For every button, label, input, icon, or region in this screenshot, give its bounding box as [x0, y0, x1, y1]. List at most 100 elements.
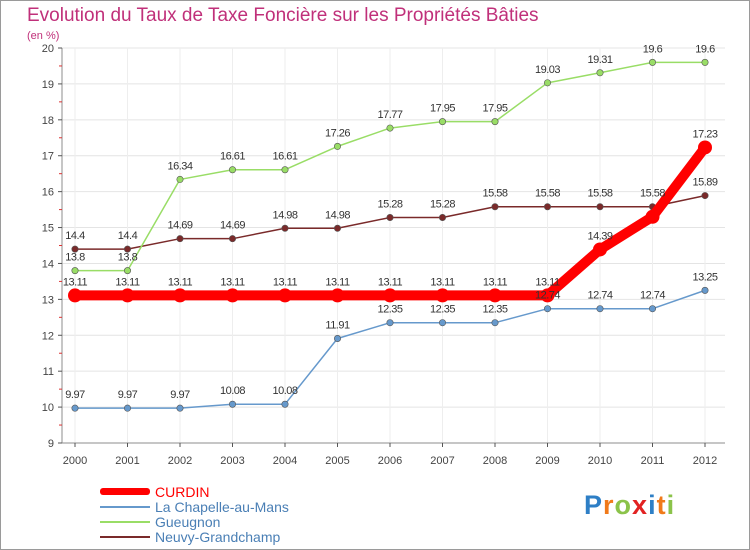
data-label: 9.97 [65, 389, 85, 401]
data-label: 13.11 [168, 276, 193, 288]
y-tick-label: 10 [42, 402, 54, 414]
logo-letter: P [584, 490, 604, 520]
data-point [488, 288, 502, 303]
data-point [438, 213, 446, 221]
x-tick-label: 2012 [693, 455, 717, 467]
legend-label-gueugnon: Gueugnon [155, 514, 221, 530]
data-point [124, 404, 132, 412]
x-tick-label: 2011 [641, 455, 665, 467]
data-point [120, 288, 135, 303]
data-label: 19.6 [695, 43, 715, 55]
y-tick-label: 12 [42, 330, 54, 342]
data-point [596, 305, 604, 313]
legend-swatch-la-chapelle-au-mans [100, 506, 150, 508]
x-tick-label: 2004 [273, 455, 297, 467]
data-point [491, 118, 499, 126]
data-point [173, 288, 187, 303]
data-label: 12.74 [535, 290, 560, 302]
data-label: 17.95 [430, 103, 455, 115]
data-point [229, 166, 237, 174]
data-point [386, 213, 394, 221]
data-label: 15.58 [640, 188, 665, 200]
data-point [330, 288, 345, 303]
data-label: 10.08 [220, 385, 245, 397]
data-point [229, 400, 237, 408]
legend-item-la-chapelle-au-mans: La Chapelle-au-Mans [100, 500, 400, 515]
data-point [333, 142, 341, 150]
data-label: 17.23 [692, 128, 717, 140]
data-label: 13.25 [692, 271, 717, 283]
legend-label-la-chapelle-au-mans: La Chapelle-au-Mans [155, 499, 289, 515]
data-point [648, 58, 656, 66]
data-label: 14.4 [65, 230, 85, 242]
legend-swatch-neuvy-grandchamp [100, 536, 150, 538]
data-point [491, 203, 499, 211]
data-point [701, 58, 709, 66]
data-label: 13.11 [378, 276, 403, 288]
data-point [435, 288, 450, 303]
data-point [333, 224, 341, 232]
data-point [71, 245, 79, 253]
data-label: 13.8 [65, 252, 85, 264]
data-label: 12.35 [482, 304, 507, 316]
data-label: 11.91 [325, 320, 350, 332]
data-label: 13.11 [535, 276, 560, 288]
y-tick-label: 9 [48, 438, 54, 450]
data-label: 13.11 [273, 276, 298, 288]
data-point [701, 286, 709, 294]
data-label: 19.31 [587, 54, 612, 66]
data-point [386, 124, 394, 132]
data-label: 15.58 [535, 188, 560, 200]
data-label: 16.61 [220, 151, 245, 163]
data-label: 10.08 [272, 385, 297, 397]
data-label: 14.98 [272, 209, 297, 221]
logo-letter: r [603, 490, 615, 520]
data-label: 14.69 [220, 220, 245, 232]
y-tick-label: 11 [43, 366, 54, 378]
legend-swatch-curdin [100, 488, 150, 495]
data-point [176, 175, 184, 183]
data-point [71, 267, 79, 275]
data-label: 13.11 [325, 276, 350, 288]
x-tick-label: 2005 [325, 455, 349, 467]
data-label: 12.74 [640, 290, 665, 302]
x-tick-label: 2001 [115, 455, 139, 467]
data-label: 13.11 [115, 276, 140, 288]
data-label: 15.58 [482, 188, 507, 200]
data-label: 13.11 [483, 276, 508, 288]
data-label: 17.77 [377, 109, 402, 121]
data-label: 17.95 [482, 103, 507, 115]
y-tick-label: 15 [42, 223, 54, 235]
data-label: 15.89 [692, 177, 717, 189]
data-point [278, 288, 292, 303]
legend-label-curdin: CURDIN [155, 484, 210, 500]
data-label: 19.03 [535, 64, 560, 76]
logo-letter: i [666, 490, 676, 520]
data-point [491, 319, 499, 327]
legend: CURDIN La Chapelle-au-Mans Gueugnon Neuv… [100, 485, 400, 545]
data-label: 13.11 [220, 276, 245, 288]
data-point [176, 235, 184, 243]
data-point [543, 203, 551, 211]
y-tick-label: 14 [42, 258, 54, 270]
y-tick-label: 13 [42, 294, 54, 306]
data-label: 13.8 [118, 252, 138, 264]
x-tick-label: 2008 [483, 455, 507, 467]
logo-letter: o [614, 490, 633, 520]
legend-item-neuvy-grandchamp: Neuvy-Grandchamp [100, 530, 400, 545]
legend-label-neuvy-grandchamp: Neuvy-Grandchamp [155, 529, 281, 545]
data-point [701, 192, 709, 200]
data-label: 12.35 [430, 304, 455, 316]
x-tick-label: 2002 [168, 455, 192, 467]
data-label: 16.61 [272, 151, 297, 163]
data-point [645, 209, 660, 224]
data-point [124, 245, 132, 253]
data-label: 16.34 [167, 160, 192, 172]
data-label: 19.6 [643, 43, 663, 55]
data-point [333, 335, 341, 343]
y-tick-label: 19 [42, 79, 54, 91]
data-point [281, 400, 289, 408]
data-label: 13.11 [63, 276, 88, 288]
logo-letter: i [648, 490, 657, 520]
proxiti-logo: Proxiti [584, 490, 675, 521]
